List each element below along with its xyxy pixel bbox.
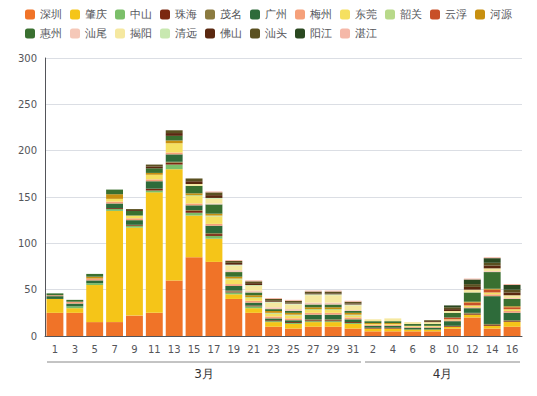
svg-text:31: 31	[347, 344, 360, 355]
svg-text:300: 300	[18, 53, 37, 64]
svg-text:清远: 清远	[175, 27, 197, 40]
svg-text:东莞: 东莞	[355, 8, 377, 21]
svg-text:3: 3	[72, 344, 78, 355]
svg-text:50: 50	[24, 284, 37, 295]
svg-text:汕头: 汕头	[265, 27, 287, 40]
svg-text:17: 17	[208, 344, 221, 355]
svg-text:7: 7	[111, 344, 117, 355]
svg-text:150: 150	[18, 192, 37, 203]
svg-text:阳江: 阳江	[310, 27, 332, 40]
svg-text:湛江: 湛江	[355, 27, 377, 40]
svg-text:250: 250	[18, 99, 37, 110]
svg-text:3月: 3月	[194, 367, 214, 381]
svg-text:12: 12	[466, 344, 479, 355]
svg-text:27: 27	[307, 344, 320, 355]
svg-text:29: 29	[327, 344, 340, 355]
svg-text:深圳: 深圳	[40, 8, 62, 21]
svg-text:珠海: 珠海	[175, 8, 197, 21]
svg-text:汕尾: 汕尾	[85, 27, 107, 40]
svg-text:13: 13	[168, 344, 181, 355]
svg-text:15: 15	[188, 344, 201, 355]
svg-text:揭阳: 揭阳	[130, 27, 152, 40]
svg-text:25: 25	[287, 344, 300, 355]
svg-text:16: 16	[506, 344, 519, 355]
svg-text:肇庆: 肇庆	[85, 8, 107, 21]
svg-text:6: 6	[410, 344, 416, 355]
svg-text:14: 14	[486, 344, 499, 355]
svg-text:韶关: 韶关	[400, 8, 422, 21]
svg-text:21: 21	[247, 344, 260, 355]
svg-text:5: 5	[92, 344, 98, 355]
svg-text:1: 1	[52, 344, 58, 355]
svg-text:10: 10	[446, 344, 459, 355]
svg-text:4: 4	[390, 344, 396, 355]
svg-text:19: 19	[227, 344, 240, 355]
svg-text:100: 100	[18, 238, 37, 249]
svg-text:2: 2	[370, 344, 376, 355]
svg-text:200: 200	[18, 145, 37, 156]
svg-text:惠州: 惠州	[39, 27, 62, 40]
svg-text:河源: 河源	[490, 8, 512, 21]
svg-text:梅州: 梅州	[309, 8, 332, 21]
svg-text:佛山: 佛山	[220, 27, 242, 40]
svg-text:中山: 中山	[130, 8, 152, 21]
svg-text:云浮: 云浮	[445, 8, 467, 21]
svg-text:23: 23	[267, 344, 280, 355]
svg-text:8: 8	[429, 344, 435, 355]
svg-text:11: 11	[148, 344, 161, 355]
svg-text:0: 0	[31, 331, 37, 342]
svg-text:9: 9	[131, 344, 137, 355]
svg-text:广州: 广州	[265, 8, 287, 21]
svg-text:4月: 4月	[433, 367, 453, 381]
svg-text:茂名: 茂名	[220, 8, 242, 21]
